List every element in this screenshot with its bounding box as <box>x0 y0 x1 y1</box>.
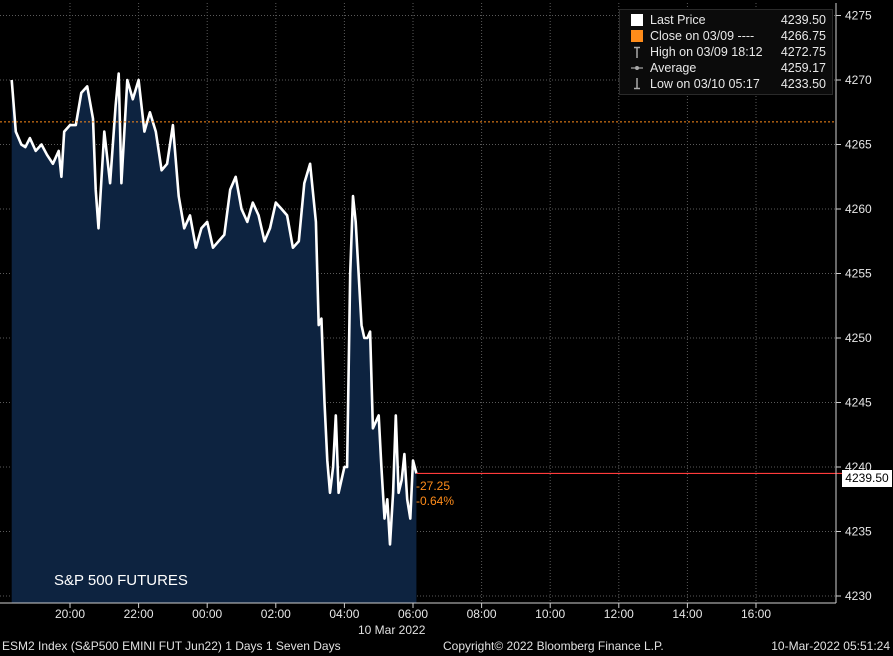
y-tick-label: 4250 <box>845 331 872 345</box>
legend-value: 4233.50 <box>780 77 826 91</box>
change-percent: -0.64% <box>416 494 455 508</box>
legend-value: 4266.75 <box>780 29 826 43</box>
x-tick-label: 02:00 <box>261 607 291 621</box>
footer-ticker-description: ESM2 Index (S&P500 EMINI FUT Jun22) 1 Da… <box>2 639 341 653</box>
change-absolute: -27.25 <box>416 479 451 493</box>
x-tick-label: 22:00 <box>124 607 154 621</box>
legend-label: Close on 03/09 ---- <box>650 29 755 43</box>
x-tick-label: 08:00 <box>467 607 497 621</box>
y-tick-label: 4270 <box>845 73 872 87</box>
legend: Last Price 4239.50 Close on 03/09 ---- 4… <box>619 9 833 95</box>
x-tick-label: 16:00 <box>741 607 771 621</box>
x-tick-label: 10:00 <box>535 607 565 621</box>
footer-timestamp: 10-Mar-2022 05:51:24 <box>771 639 890 653</box>
legend-value: 4272.75 <box>780 45 826 59</box>
low-marker-icon <box>634 78 640 90</box>
legend-item-last-price: Last Price 4239.50 <box>620 12 832 28</box>
legend-label: Average <box>650 61 697 75</box>
series-label: S&P 500 FUTURES <box>54 572 188 589</box>
legend-value: 4259.17 <box>780 61 826 75</box>
x-tick-label: 06:00 <box>398 607 428 621</box>
legend-item-high: High on 03/09 18:12 4272.75 <box>620 44 832 60</box>
legend-item-close: Close on 03/09 ---- 4266.75 <box>620 28 832 44</box>
x-tick-label: 14:00 <box>672 607 702 621</box>
high-marker-icon <box>634 46 640 58</box>
average-marker-icon <box>631 66 643 70</box>
legend-item-low: Low on 03/10 05:17 4233.50 <box>620 76 832 92</box>
price-area <box>10 72 418 603</box>
x-tick-label: 12:00 <box>604 607 634 621</box>
x-tick-label: 04:00 <box>329 607 359 621</box>
x-tick-label: 00:00 <box>192 607 222 621</box>
y-tick-label: 4260 <box>845 202 872 216</box>
y-tick-label: 4275 <box>845 9 872 23</box>
price-line <box>10 72 418 546</box>
orange-square-icon <box>631 30 643 42</box>
legend-value: 4239.50 <box>780 13 826 27</box>
reference-lines <box>0 121 842 475</box>
legend-label: High on 03/09 18:12 <box>650 45 763 59</box>
y-tick-label: 4255 <box>845 267 872 281</box>
price-area-fill <box>11 73 417 603</box>
white-square-icon <box>631 14 643 26</box>
change-readout: -27.25 -0.64% <box>416 479 454 509</box>
last-price-tag: 4239.50 <box>842 470 892 487</box>
legend-label: Last Price <box>650 13 706 27</box>
x-tick-label: 20:00 <box>55 607 85 621</box>
y-tick-label: 4245 <box>845 396 872 410</box>
y-tick-label: 4230 <box>845 589 872 603</box>
y-tick-label: 4265 <box>845 138 872 152</box>
x-date-label: 10 Mar 2022 <box>358 623 426 637</box>
y-tick-label: 4235 <box>845 525 872 539</box>
axes: 4230423542404245425042554260426542704275… <box>0 3 872 621</box>
legend-label: Low on 03/10 05:17 <box>650 77 760 91</box>
footer-copyright: Copyright© 2022 Bloomberg Finance L.P. <box>443 639 664 653</box>
legend-item-average: Average 4259.17 <box>620 60 832 76</box>
